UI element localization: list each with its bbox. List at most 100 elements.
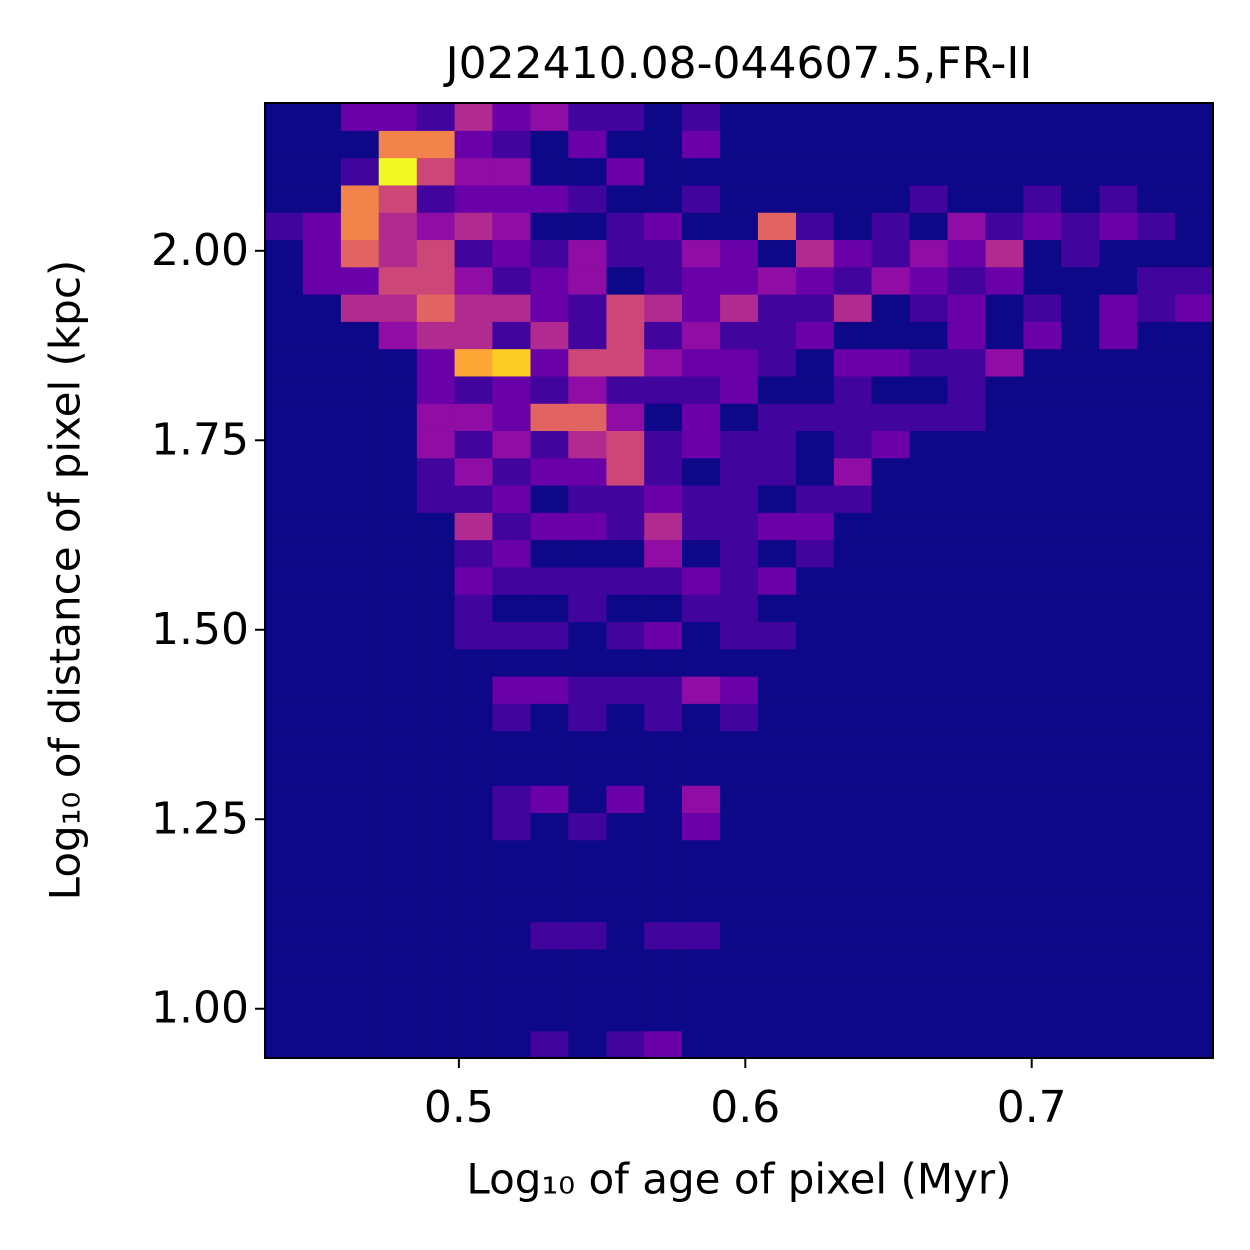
heatmap-cell xyxy=(947,294,987,322)
heatmap-cell xyxy=(530,130,569,159)
heatmap-cell xyxy=(682,485,721,513)
heatmap-cell xyxy=(340,103,380,131)
heatmap-cell xyxy=(1099,1003,1138,1032)
heatmap-cell xyxy=(265,839,304,868)
heatmap-cell xyxy=(265,757,304,786)
heatmap-cell xyxy=(378,703,418,732)
heatmap-cell xyxy=(985,621,1024,650)
heatmap-cell xyxy=(416,703,456,732)
heatmap-cell xyxy=(644,239,683,268)
heatmap-cell xyxy=(568,103,607,131)
heatmap-cell xyxy=(416,403,456,432)
heatmap-cell xyxy=(1099,512,1138,541)
heatmap-cell xyxy=(1175,785,1214,814)
heatmap-cell xyxy=(757,130,797,159)
heatmap-cell xyxy=(1175,103,1214,131)
heatmap-cell xyxy=(757,785,797,814)
heatmap-cell xyxy=(1023,648,1062,677)
heatmap-cell xyxy=(606,757,645,786)
heatmap-cell xyxy=(909,676,949,704)
heatmap-cell xyxy=(606,157,645,186)
heatmap-cell xyxy=(1137,157,1176,186)
heatmap-cell xyxy=(454,867,494,895)
heatmap-cell xyxy=(492,103,532,131)
heatmap-cell xyxy=(530,921,569,950)
heatmap-cell xyxy=(1023,1030,1062,1059)
heatmap-cell xyxy=(302,266,342,295)
heatmap-cell xyxy=(416,676,456,704)
heatmap-cell xyxy=(720,375,759,404)
heatmap-cell xyxy=(871,294,911,322)
heatmap-cell xyxy=(1099,403,1138,432)
heatmap-cell xyxy=(606,239,645,268)
heatmap-cell xyxy=(492,539,532,568)
heatmap-cell xyxy=(265,321,304,350)
heatmap-cell xyxy=(757,812,797,841)
heatmap-cell xyxy=(682,648,721,677)
heatmap-cell xyxy=(416,594,456,623)
heatmap-cell xyxy=(720,1003,759,1032)
heatmap-cell xyxy=(302,539,342,568)
heatmap-cell xyxy=(1023,594,1062,623)
heatmap-cell xyxy=(1023,621,1062,650)
heatmap-cell xyxy=(833,867,873,895)
heatmap-cell xyxy=(909,157,949,186)
heatmap-cell xyxy=(568,785,607,814)
heatmap-cell xyxy=(909,785,949,814)
heatmap-cell xyxy=(909,839,949,868)
heatmap-cell xyxy=(720,457,759,486)
heatmap-cell xyxy=(530,403,569,432)
heatmap-cell xyxy=(568,676,607,704)
heatmap-cell xyxy=(757,239,797,268)
heatmap-cell xyxy=(1137,812,1176,841)
heatmap-cell xyxy=(909,430,949,459)
heatmap-cell xyxy=(833,730,873,759)
heatmap-cell xyxy=(985,676,1024,704)
heatmap-cell xyxy=(909,894,949,923)
heatmap-cell xyxy=(1175,812,1214,841)
x-tick-label: 0.5 xyxy=(424,1082,494,1133)
heatmap-cell xyxy=(302,212,342,241)
heatmap-cell xyxy=(833,239,873,268)
heatmap-cell xyxy=(302,676,342,704)
heatmap-cell xyxy=(1023,266,1062,295)
heatmap-cell xyxy=(606,266,645,295)
heatmap-cell xyxy=(378,894,418,923)
heatmap-cell xyxy=(871,212,911,241)
heatmap-cell xyxy=(909,621,949,650)
heatmap-cell xyxy=(795,103,835,131)
heatmap-cell xyxy=(340,184,380,213)
heatmap-cell xyxy=(530,457,569,486)
heatmap-cell xyxy=(757,648,797,677)
heatmap-cell xyxy=(378,512,418,541)
heatmap-cell xyxy=(795,266,835,295)
heatmap-cell xyxy=(720,130,759,159)
heatmap-cell xyxy=(720,539,759,568)
heatmap-cell xyxy=(302,621,342,650)
heatmap-cell xyxy=(1175,294,1214,322)
heatmap-cell xyxy=(833,1003,873,1032)
heatmap-cell xyxy=(454,485,494,513)
heatmap-cell xyxy=(302,812,342,841)
heatmap-cell xyxy=(1099,703,1138,732)
heatmap-cell xyxy=(1099,812,1138,841)
heatmap-cell xyxy=(568,976,607,1005)
heatmap-cell xyxy=(340,812,380,841)
heatmap-cell xyxy=(265,948,304,977)
heatmap-cell xyxy=(795,321,835,350)
heatmap-cell xyxy=(416,566,456,595)
heatmap-cell xyxy=(947,785,987,814)
heatmap-cell xyxy=(909,184,949,213)
heatmap-cell xyxy=(1061,921,1100,950)
heatmap-cell xyxy=(568,648,607,677)
heatmap-cell xyxy=(492,839,532,868)
heatmap-cell xyxy=(1137,703,1176,732)
heatmap-cell xyxy=(1099,184,1138,213)
heatmap-cell xyxy=(265,485,304,513)
heatmap-cell xyxy=(568,921,607,950)
heatmap-cell xyxy=(530,1030,569,1059)
heatmap-cell xyxy=(985,1030,1024,1059)
heatmap-cell xyxy=(1023,539,1062,568)
heatmap-cell xyxy=(454,594,494,623)
heatmap-cell xyxy=(492,812,532,841)
